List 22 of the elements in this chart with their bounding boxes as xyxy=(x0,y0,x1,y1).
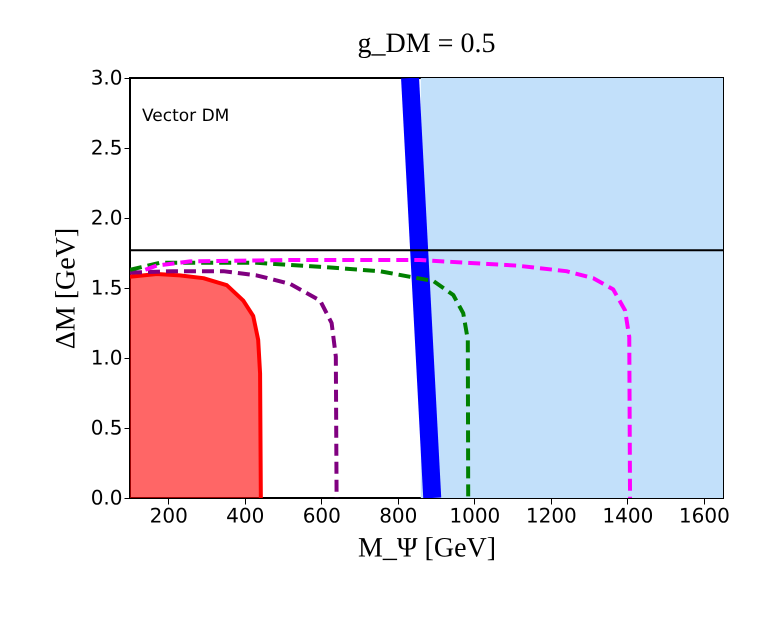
x-tick-label: 1400 xyxy=(602,504,654,528)
chart-title: g_DM = 0.5 xyxy=(358,28,496,59)
y-tick-label: 2.0 xyxy=(90,206,122,230)
y-tick-label: 1.0 xyxy=(90,346,122,370)
y-tick-label: 3.0 xyxy=(90,66,122,90)
x-tick-label: 800 xyxy=(379,504,418,528)
y-tick-label: 0.5 xyxy=(90,416,122,440)
x-tick-label: 1200 xyxy=(526,504,577,528)
x-axis-title: M_Ψ [GeV] xyxy=(358,532,496,564)
x-tick-label: 400 xyxy=(226,504,264,528)
x-tick-label: 1000 xyxy=(449,504,500,528)
y-axis-title: ΔM [GeV] xyxy=(50,228,82,350)
line-series xyxy=(130,269,339,498)
y-tick-label: 0.0 xyxy=(90,486,122,510)
x-tick-label: 1600 xyxy=(678,504,730,528)
x-tick-label: 600 xyxy=(302,504,341,528)
line-series xyxy=(130,260,470,498)
x-tick-label: 200 xyxy=(150,504,188,528)
annotation: Vector DM xyxy=(142,106,230,126)
y-tick-label: 1.5 xyxy=(90,276,122,300)
y-tick-label: 2.5 xyxy=(90,136,122,160)
line-series xyxy=(143,258,632,498)
